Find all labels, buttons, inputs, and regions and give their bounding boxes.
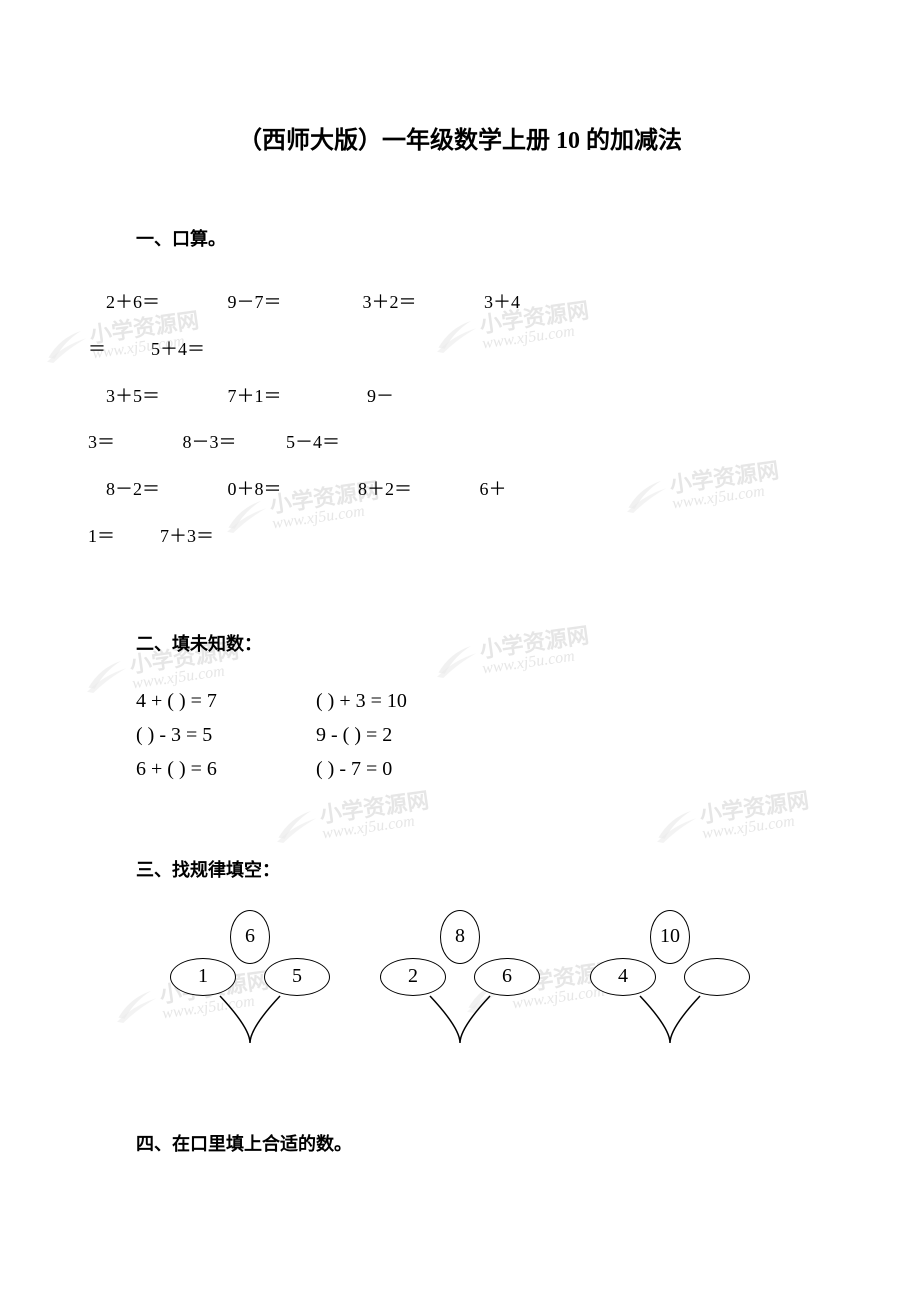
clover-tail-icon (630, 988, 710, 1048)
s1-line: 2＋6＝ 9－7＝ 3＋2＝ 3＋4 (88, 292, 520, 312)
clover-tail-icon (420, 988, 500, 1048)
s1-line: 1＝ 7＋3＝ (88, 526, 214, 546)
petal-top: 10 (650, 910, 690, 964)
equation: 4 + ( ) = 7 (136, 684, 316, 718)
s1-line: 8－2＝ 0＋8＝ 8＋2＝ 6＋ (88, 479, 507, 499)
clover-tail-icon (210, 988, 290, 1048)
section3-body: 6 1 5 8 2 6 10 4 (88, 910, 832, 1050)
section2-heading: 二、填未知数： (136, 630, 832, 656)
petal-top: 8 (440, 910, 480, 964)
section2-body: 4 + ( ) = 7 ( ) + 3 = 10 ( ) - 3 = 5 9 -… (136, 684, 832, 786)
section1-heading: 一、口算。 (136, 225, 832, 251)
equation: ( ) - 7 = 0 (316, 752, 496, 786)
equation-row: 4 + ( ) = 7 ( ) + 3 = 10 (136, 684, 832, 718)
equation: ( ) - 3 = 5 (136, 718, 316, 752)
s1-line: 3＋5＝ 7＋1＝ 9－ (88, 386, 394, 406)
s1-line: 3＝ 8－3＝ 5－4＝ (88, 432, 340, 452)
equation: 9 - ( ) = 2 (316, 718, 496, 752)
equation: ( ) + 3 = 10 (316, 684, 496, 718)
equation: 6 + ( ) = 6 (136, 752, 316, 786)
section3-heading: 三、找规律填空： (136, 856, 832, 882)
equation-row: 6 + ( ) = 6 ( ) - 7 = 0 (136, 752, 832, 786)
section1-body: 2＋6＝ 9－7＝ 3＋2＝ 3＋4 ＝ 5＋4＝ 3＋5＝ 7＋1＝ 9－ 3… (88, 279, 832, 560)
equation-row: ( ) - 3 = 5 9 - ( ) = 2 (136, 718, 832, 752)
worksheet-title: （西师大版）一年级数学上册 10 的加减法 (88, 120, 832, 155)
s1-line: ＝ 5＋4＝ (88, 339, 205, 359)
clover-diagram: 6 1 5 (170, 910, 330, 1050)
clover-diagram: 10 4 (590, 910, 750, 1050)
clover-diagram: 8 2 6 (380, 910, 540, 1050)
petal-top: 6 (230, 910, 270, 964)
section4-heading: 四、在口里填上合适的数。 (136, 1130, 832, 1156)
